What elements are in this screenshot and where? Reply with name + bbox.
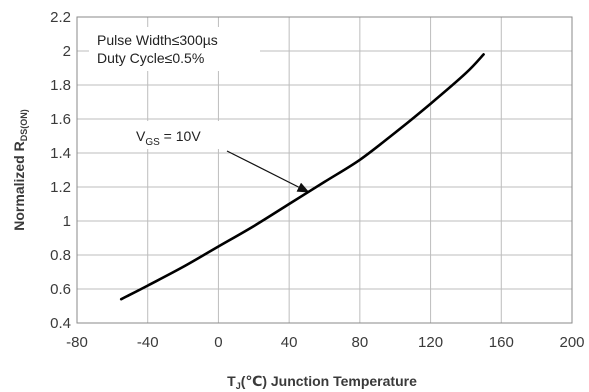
x-tick-label: 120 [418,334,443,351]
y-tick-label: 0.4 [50,315,71,332]
x-tick-label: -40 [137,334,159,351]
y-tick-label: 1.2 [50,179,71,196]
pulse-width-note: Pulse Width≤300µs [97,32,218,48]
duty-cycle-note: Duty Cycle≤0.5% [97,50,204,66]
y-tick-label: 0.6 [50,281,71,298]
conditions-box [89,27,260,71]
y-tick-label: 1 [63,213,71,230]
x-tick-label: 80 [352,334,369,351]
y-axis-ticks: 0.4 0.6 0.8 1 1.2 1.4 1.6 1.8 2 2.2 [50,9,71,332]
y-tick-label: 1.4 [50,145,71,162]
vgs-label-box [128,121,225,149]
annotation-arrow [226,150,310,193]
x-tick-label: -80 [66,334,88,351]
y-tick-label: 1.6 [50,111,71,128]
vgs-annotation: VGS = 10V [136,128,201,148]
y-tick-label: 0.8 [50,247,71,264]
y-tick-label: 1.8 [50,77,71,94]
rds-on-series-line [119,53,485,301]
x-axis-ticks: -80 -40 0 40 80 120 160 200 [66,334,584,351]
x-tick-label: 40 [281,334,298,351]
x-axis-label: TJ(℃) Junction Temperature [227,373,417,391]
x-tick-label: 200 [559,334,584,351]
plot-frame [76,16,573,324]
y-tick-label: 2 [63,43,71,60]
x-tick-label: 0 [214,334,222,351]
y-tick-label: 2.2 [50,9,71,26]
y-axis-label: Normalized RDS(ON) [11,109,29,230]
x-tick-label: 160 [489,334,514,351]
